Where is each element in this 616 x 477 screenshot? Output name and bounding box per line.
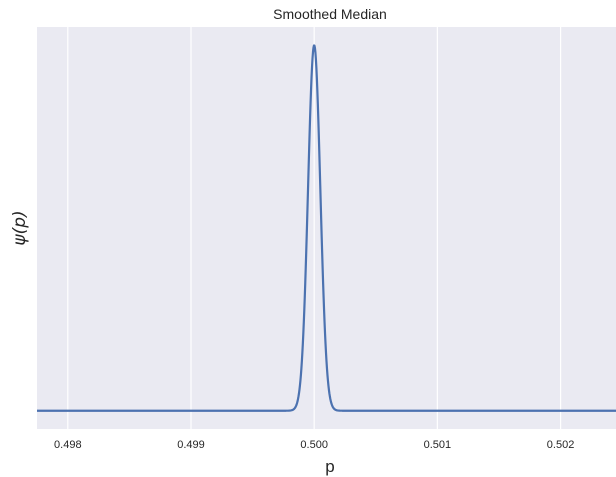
x-axis-label: p	[325, 457, 334, 476]
x-tick-labels: 0.498 0.499 0.500 0.501 0.502	[54, 439, 574, 451]
y-axis-label: ψ(p)	[10, 210, 30, 245]
series-layer	[36, 44, 616, 412]
x-tick-label: 0.502	[547, 439, 575, 451]
x-tick-label: 0.498	[54, 439, 82, 451]
x-tick-label: 0.499	[177, 439, 205, 451]
x-tick-label: 0.500	[300, 439, 328, 451]
chart-title: Smoothed Median	[273, 6, 387, 22]
grid-lines	[67, 27, 562, 429]
series-line	[36, 44, 616, 412]
x-tick-label: 0.501	[424, 439, 452, 451]
